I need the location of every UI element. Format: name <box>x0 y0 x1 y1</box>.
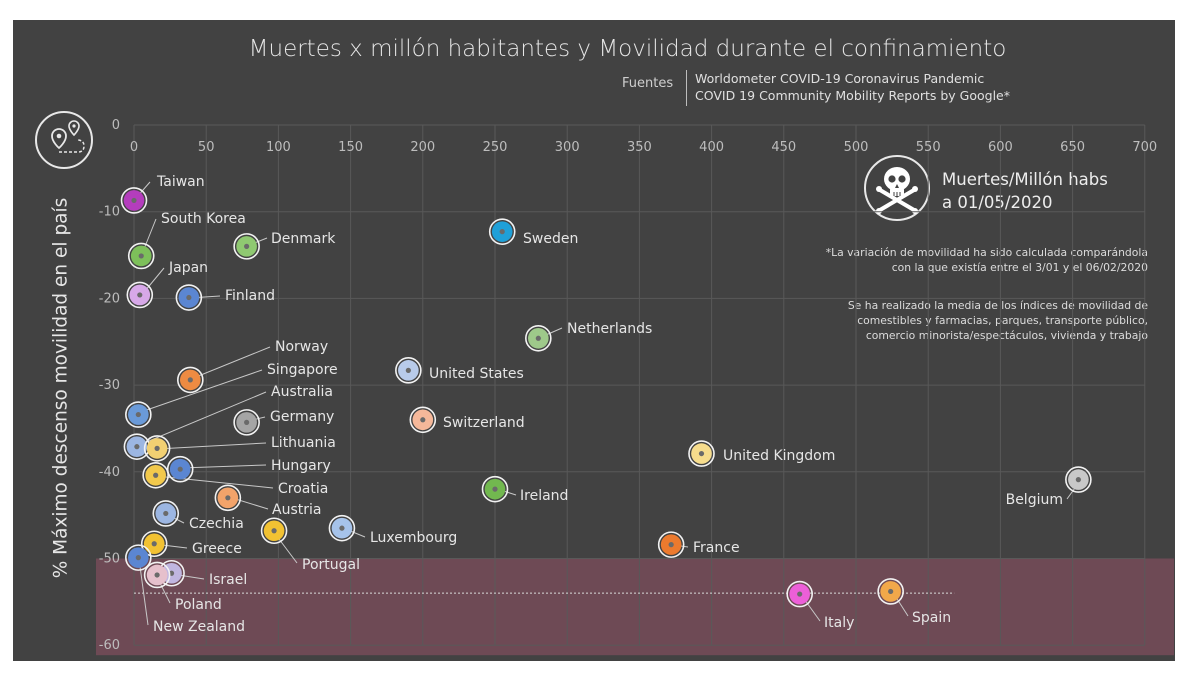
x-tick-label: 350 <box>627 140 652 155</box>
point-ireland[interactable] <box>481 475 509 503</box>
point-new-zealand[interactable] <box>125 544 152 571</box>
leader-line-hungary <box>180 464 267 469</box>
x-tick-label: 300 <box>555 140 580 155</box>
y-tick-label: 0 <box>112 118 120 133</box>
label-czechia: Czechia <box>189 516 244 532</box>
point-poland[interactable] <box>143 561 171 589</box>
y-tick-label: -30 <box>99 378 120 393</box>
point-austria[interactable] <box>214 484 242 512</box>
label-austria: Austria <box>272 502 321 518</box>
label-greece: Greece <box>192 541 242 557</box>
y-tick-label: -40 <box>99 465 120 480</box>
leader-line-croatia <box>155 475 274 489</box>
point-united-kingdom[interactable] <box>688 440 715 467</box>
point-australia[interactable] <box>123 433 151 460</box>
x-tick-label: 250 <box>483 140 508 155</box>
label-sweden: Sweden <box>523 231 578 247</box>
label-australia: Australia <box>271 384 333 400</box>
label-denmark: Denmark <box>271 231 336 247</box>
point-belgium[interactable] <box>1065 466 1092 493</box>
point-singapore[interactable] <box>125 401 152 428</box>
legend-date: a 01/05/2020 <box>942 193 1053 212</box>
label-hungary: Hungary <box>271 458 331 474</box>
label-new-zealand: New Zealand <box>153 619 245 635</box>
label-israel: Israel <box>209 572 247 588</box>
y-tick-label: -60 <box>99 638 120 653</box>
label-france: France <box>693 540 740 556</box>
point-norway[interactable] <box>177 366 204 394</box>
x-tick-label: 500 <box>844 140 869 155</box>
point-finland[interactable] <box>175 284 203 311</box>
point-taiwan[interactable] <box>120 187 148 214</box>
point-switzerland[interactable] <box>409 406 437 434</box>
source-google-mobility: COVID 19 Community Mobility Reports by G… <box>695 88 1010 103</box>
x-tick-label: 450 <box>771 140 796 155</box>
chart-title: Muertes x millón habitantes y Movilidad … <box>248 36 1007 62</box>
label-united-states: United States <box>429 366 524 382</box>
x-tick-label: 100 <box>266 140 291 155</box>
label-taiwan: Taiwan <box>156 174 205 190</box>
label-singapore: Singapore <box>267 362 338 378</box>
point-portugal[interactable] <box>260 517 288 545</box>
label-ireland: Ireland <box>520 488 568 504</box>
point-united-states[interactable] <box>395 357 422 384</box>
label-switzerland: Switzerland <box>443 415 525 431</box>
leader-line-singapore <box>137 369 263 414</box>
label-united-kingdom: United Kingdom <box>723 448 835 464</box>
x-tick-label: 700 <box>1132 140 1157 155</box>
skull-crossbones-icon <box>864 155 930 221</box>
y-tick-label: -50 <box>99 552 120 567</box>
label-netherlands: Netherlands <box>567 321 652 337</box>
label-italy: Italy <box>824 615 854 631</box>
x-tick-label: 200 <box>410 140 435 155</box>
x-tick-label: 0 <box>130 140 138 155</box>
sources-label: Fuentes <box>622 76 674 91</box>
map-route-icon <box>35 111 93 169</box>
point-croatia[interactable] <box>142 461 169 489</box>
x-tick-label: 400 <box>699 140 724 155</box>
label-luxembourg: Luxembourg <box>370 530 457 546</box>
x-tick-label: 600 <box>988 140 1013 155</box>
sources-divider <box>686 70 687 106</box>
point-luxembourg[interactable] <box>328 514 356 542</box>
label-south-korea: South Korea <box>161 211 246 227</box>
source-worldometer: Worldometer COVID-19 Coronavirus Pandemi… <box>695 71 985 86</box>
point-czechia[interactable] <box>152 500 180 527</box>
label-japan: Japan <box>168 260 208 276</box>
label-norway: Norway <box>275 339 328 355</box>
label-spain: Spain <box>912 610 951 626</box>
point-greece[interactable] <box>140 530 168 558</box>
label-finland: Finland <box>225 288 275 304</box>
note-mobility-variation: *La variación de movilidad ha sido calcu… <box>825 246 1148 274</box>
label-germany: Germany <box>270 409 334 425</box>
label-lithuania: Lithuania <box>271 435 336 451</box>
point-lithuania[interactable] <box>143 435 171 462</box>
point-south-korea[interactable] <box>127 242 155 270</box>
x-tick-label: 150 <box>338 140 363 155</box>
y-tick-label: -10 <box>99 205 120 220</box>
point-hungary[interactable] <box>166 455 194 483</box>
leader-line-norway <box>190 346 271 380</box>
low-mobility-band <box>96 558 1174 656</box>
label-portugal: Portugal <box>302 557 360 573</box>
label-croatia: Croatia <box>278 481 328 497</box>
x-tick-label: 50 <box>198 140 215 155</box>
point-spain[interactable] <box>877 578 904 605</box>
x-tick-label: 550 <box>916 140 941 155</box>
y-tick-label: -20 <box>99 291 120 306</box>
point-japan[interactable] <box>126 281 154 309</box>
point-netherlands[interactable] <box>525 324 552 352</box>
point-france[interactable] <box>657 531 685 558</box>
legend-title: Muertes/Millón habs <box>942 170 1108 189</box>
point-sweden[interactable] <box>488 218 516 245</box>
leader-line-australia <box>136 391 267 447</box>
point-denmark[interactable] <box>233 233 260 260</box>
leader-line-lithuania <box>156 442 267 450</box>
point-germany[interactable] <box>233 409 260 436</box>
label-belgium: Belgium <box>1006 492 1063 508</box>
label-poland: Poland <box>175 597 222 613</box>
point-italy[interactable] <box>786 580 813 608</box>
x-tick-label: 650 <box>1060 140 1085 155</box>
